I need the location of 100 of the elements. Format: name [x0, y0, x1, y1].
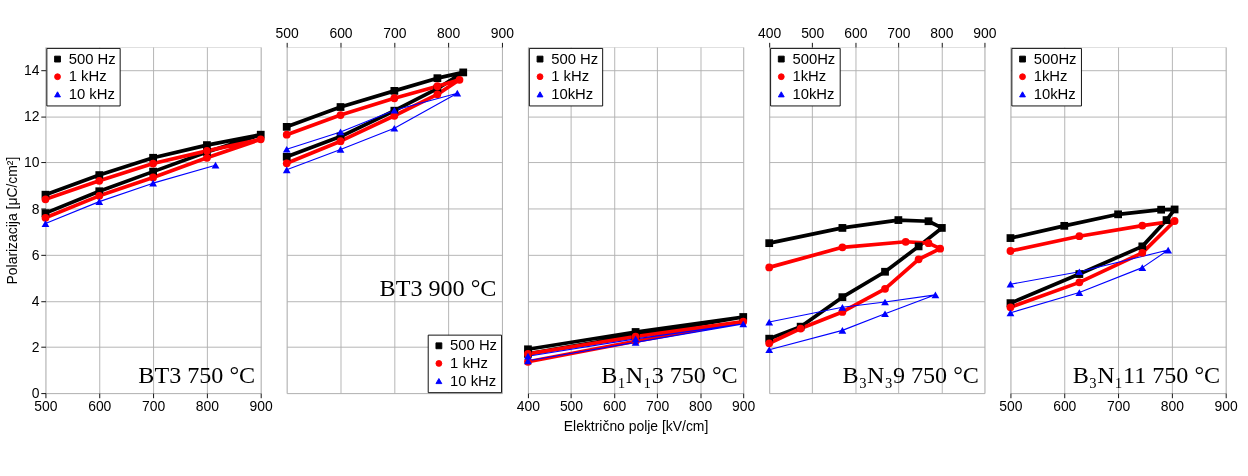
point: [1006, 247, 1015, 255]
point: [894, 216, 903, 224]
legend-label: 1kHz: [792, 68, 827, 85]
point: [95, 191, 104, 200]
annotation: BT3 900 °C: [379, 274, 497, 301]
y-tick-label: 10: [23, 154, 40, 171]
point: [1006, 303, 1015, 312]
point: [1114, 210, 1122, 219]
point: [838, 303, 847, 311]
point: [937, 224, 946, 232]
annotation: B₁N₁3 750 °C: [601, 361, 738, 388]
point: [95, 198, 104, 205]
legend-label: 500 Hz: [68, 50, 116, 67]
x-tick-label: 700: [383, 25, 407, 42]
x-tick-label: 900: [973, 25, 997, 42]
legend-label: 10kHz: [1033, 85, 1076, 102]
point: [838, 327, 847, 334]
legend-label: 10 kHz: [68, 85, 115, 102]
point: [336, 137, 345, 146]
point: [765, 239, 774, 248]
x-tick-label: 800: [1160, 398, 1185, 415]
point: [282, 122, 291, 131]
x-tick-label: 800: [930, 25, 954, 42]
x-tick-label: 600: [844, 25, 868, 42]
x-tick-label: 600: [88, 398, 112, 415]
point: [203, 153, 211, 162]
point: [931, 291, 940, 299]
x-tick-label: 800: [689, 398, 713, 415]
x-tick-label: 500: [275, 25, 300, 42]
point: [41, 195, 50, 204]
legend-label: 1 kHz: [68, 68, 107, 85]
y-tick-label: 4: [31, 292, 40, 309]
point: [95, 176, 104, 185]
point: [453, 89, 462, 97]
point: [881, 267, 889, 276]
point: [1075, 278, 1084, 287]
x-tick-label: 900: [249, 398, 274, 415]
point: [41, 213, 50, 222]
point: [936, 244, 945, 253]
y-tick-label: 8: [31, 200, 40, 217]
point: [1075, 232, 1084, 241]
point: [1138, 242, 1147, 251]
x-tick-label: 400: [516, 398, 541, 415]
point: [1006, 280, 1015, 288]
point: [149, 173, 157, 182]
legend-label: 10kHz: [792, 85, 835, 102]
point: [282, 130, 291, 139]
annotation: BT3 750 °C: [138, 361, 256, 388]
x-tick-label: 600: [1053, 398, 1077, 415]
point: [765, 339, 774, 348]
point: [282, 159, 291, 168]
legend-label: 500Hz: [792, 50, 836, 67]
point: [765, 346, 774, 354]
point: [1060, 221, 1069, 230]
legend-label: 1kHz: [1033, 68, 1068, 85]
point: [881, 310, 889, 318]
legend-label: 10kHz: [551, 85, 594, 102]
point: [838, 243, 847, 252]
legend-label: 500 Hz: [450, 337, 498, 354]
point: [282, 145, 291, 153]
point: [914, 255, 923, 264]
point: [390, 124, 399, 132]
x-tick-label: 900: [1214, 398, 1239, 415]
x-tick-label: 700: [141, 398, 166, 415]
point: [336, 146, 345, 153]
point: [901, 237, 910, 246]
point: [336, 103, 345, 111]
x-tick-label: 700: [645, 398, 670, 415]
point: [1006, 234, 1015, 242]
point: [336, 111, 345, 119]
point: [390, 86, 399, 95]
point: [1138, 221, 1147, 230]
x-tick-label: 800: [437, 25, 461, 42]
x-tick-label: 600: [602, 398, 627, 415]
point: [838, 293, 847, 302]
point: [924, 217, 933, 226]
point: [149, 159, 157, 168]
point: [1006, 309, 1015, 317]
y-tick-label: 12: [23, 108, 40, 125]
point: [914, 242, 923, 251]
point: [1075, 289, 1084, 296]
x-tick-label: 400: [758, 25, 782, 42]
legend-label: 10 kHz: [450, 372, 497, 389]
point: [256, 135, 265, 144]
x-tick-label: 800: [195, 398, 220, 415]
point: [881, 284, 889, 293]
point: [924, 239, 933, 248]
y-tick-label: 14: [23, 62, 40, 79]
point: [211, 161, 220, 169]
x-tick-label: 700: [1106, 398, 1131, 415]
y-tick-label: 2: [31, 339, 40, 356]
point: [390, 94, 399, 103]
x-tick-label: 500: [559, 398, 584, 415]
point: [149, 179, 157, 187]
legend-label: 500Hz: [1033, 50, 1077, 67]
point: [1138, 248, 1147, 257]
point: [1157, 205, 1166, 214]
annotation: B₃N₃9 750 °C: [842, 361, 979, 388]
point: [336, 128, 345, 136]
point: [1138, 264, 1147, 271]
